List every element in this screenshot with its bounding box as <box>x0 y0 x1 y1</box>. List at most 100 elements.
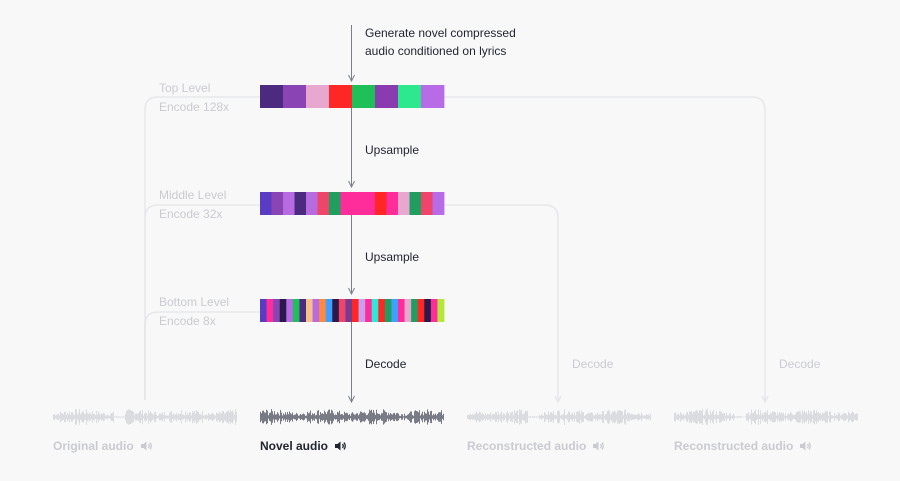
decode-label-center: Decode <box>365 357 407 371</box>
code-cell <box>294 192 307 215</box>
original-audio-caption[interactable]: Original audio <box>53 439 153 453</box>
code-cell <box>325 299 333 322</box>
original-audio-label: Original audio <box>53 439 134 453</box>
reconstructed-audio-label-top: Reconstructed audio <box>674 439 794 453</box>
code-cell <box>279 299 287 322</box>
waveform <box>674 409 858 425</box>
code-cell <box>378 299 386 322</box>
code-cell <box>352 192 364 215</box>
waveform <box>467 409 651 425</box>
connector-lines <box>144 96 766 400</box>
code-cell <box>319 299 327 322</box>
code-cell <box>384 299 392 322</box>
code-cell <box>283 85 307 108</box>
waveform <box>53 409 237 425</box>
decode-label-top: Decode <box>779 357 821 371</box>
code-cell <box>312 299 320 322</box>
code-cell <box>375 85 399 108</box>
code-cell <box>363 192 376 215</box>
top-left-connector <box>144 96 260 400</box>
code-cell <box>398 85 422 108</box>
speaker-icon[interactable] <box>140 440 153 452</box>
generate-label-line-2: audio conditioned on lyrics <box>365 44 507 58</box>
code-cell <box>317 192 330 215</box>
middle-level-name: Middle Level <box>159 188 227 202</box>
code-cell <box>386 192 399 215</box>
reconstructed-audio-caption-middle[interactable]: Reconstructed audio <box>467 439 605 453</box>
middle-left-connector <box>144 204 260 400</box>
code-cell <box>404 299 412 322</box>
upsample-label-2: Upsample <box>365 250 420 264</box>
bottom-left-connector <box>144 311 260 400</box>
code-cell <box>409 192 422 215</box>
code-cell <box>345 299 353 322</box>
code-cell <box>266 299 274 322</box>
code-cell <box>424 299 432 322</box>
code-cell <box>437 299 445 322</box>
code-cell <box>271 192 284 215</box>
bottom-level-codes <box>260 299 445 322</box>
top-level-name: Top Level <box>159 81 211 95</box>
reconstructed-audio-caption-top[interactable]: Reconstructed audio <box>674 439 812 453</box>
code-cell <box>286 299 294 322</box>
novel-audio-caption[interactable]: Novel audio <box>260 439 347 453</box>
code-cell <box>306 85 330 108</box>
code-cell <box>352 299 359 322</box>
code-cell <box>417 299 425 322</box>
code-cell <box>391 299 399 322</box>
decode-arrowhead-top <box>761 395 769 404</box>
top-right-connector <box>444 96 766 400</box>
waveform-path <box>53 409 237 425</box>
code-cell <box>340 192 353 215</box>
speaker-icon[interactable] <box>334 440 347 452</box>
generate-label: Generate novel compressed audio conditio… <box>365 24 516 60</box>
code-cell <box>371 299 379 322</box>
code-cell <box>292 299 300 322</box>
code-cell <box>411 299 419 322</box>
bottom-level-name: Bottom Level <box>159 295 230 309</box>
code-cell <box>398 299 405 322</box>
code-cell <box>398 192 410 215</box>
top-level-codes <box>260 85 445 108</box>
code-cell <box>260 299 267 322</box>
audio-waveforms <box>53 409 858 425</box>
top-level-encode: Encode 128x <box>159 100 230 114</box>
middle-level-codes <box>260 192 445 215</box>
upsample-label-1: Upsample <box>365 143 420 157</box>
decode-arrowhead-middle <box>554 395 562 404</box>
waveform-path <box>674 409 858 425</box>
central-flow-arrows <box>348 25 355 404</box>
decode-label-middle: Decode <box>572 357 614 371</box>
generate-label-line-1: Generate novel compressed <box>365 26 516 40</box>
middle-right-connector <box>444 204 559 400</box>
code-cell <box>306 299 313 322</box>
code-cell <box>421 85 445 108</box>
waveform-path <box>467 409 651 425</box>
code-cell <box>352 85 376 108</box>
code-cell <box>332 299 340 322</box>
middle-level-encode: Encode 32x <box>159 207 223 221</box>
code-cell <box>260 85 284 108</box>
code-cell <box>421 192 433 215</box>
code-cell <box>430 299 438 322</box>
reconstructed-audio-label-middle: Reconstructed audio <box>467 439 587 453</box>
code-cell <box>306 192 318 215</box>
speaker-icon[interactable] <box>799 440 812 452</box>
bottom-level-encode: Encode 8x <box>159 314 216 328</box>
code-cell <box>329 192 341 215</box>
novel-audio-label: Novel audio <box>260 439 329 453</box>
speaker-icon[interactable] <box>592 440 605 452</box>
code-cell <box>273 299 281 322</box>
code-cell <box>338 299 346 322</box>
code-cell <box>358 299 366 322</box>
waveform-path <box>260 409 444 425</box>
code-cell <box>375 192 387 215</box>
waveform <box>260 409 444 425</box>
code-cell <box>365 299 373 322</box>
code-cell <box>432 192 445 215</box>
code-cell <box>299 299 307 322</box>
code-cell <box>329 85 353 108</box>
code-cell <box>260 192 272 215</box>
code-cell <box>283 192 295 215</box>
